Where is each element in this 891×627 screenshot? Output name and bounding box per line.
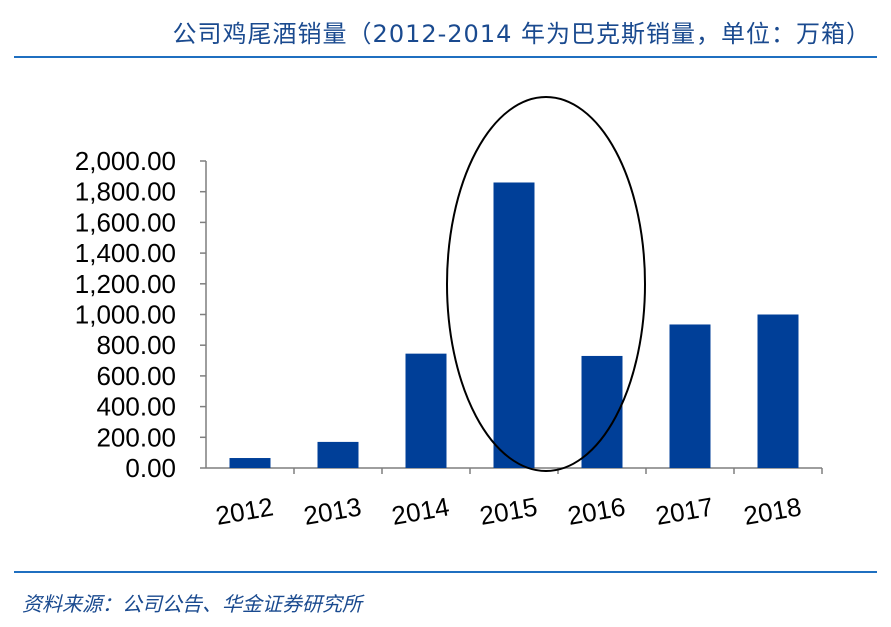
x-tick-label: 2012 [213, 491, 275, 531]
y-tick-label: 200.00 [96, 422, 176, 452]
x-tick-label: 2016 [565, 491, 627, 531]
y-tick-label: 2,000.00 [75, 146, 176, 176]
y-tick-label: 600.00 [96, 361, 176, 391]
highlight-ellipse [446, 96, 646, 472]
bottom-divider [14, 571, 877, 573]
bar-chart: 0.00200.00400.00600.00800.001,000.001,20… [75, 96, 823, 531]
bar-2012 [229, 458, 271, 468]
bar-2017 [669, 324, 711, 468]
source-note: 资料来源：公司公告、华金证券研究所 [22, 592, 362, 616]
bar-2018 [757, 314, 799, 468]
bar-2014 [405, 353, 447, 468]
y-tick-label: 800.00 [96, 330, 176, 360]
y-tick-label: 1,000.00 [75, 300, 176, 330]
y-tick-label: 1,400.00 [75, 238, 176, 268]
x-tick-label: 2014 [389, 491, 451, 531]
chart-title: 公司鸡尾酒销量（2012-2014 年为巴克斯销量，单位：万箱） [172, 20, 871, 48]
bar-2013 [317, 441, 359, 468]
y-tick-label: 400.00 [96, 392, 176, 422]
x-tick-label: 2013 [301, 491, 363, 531]
x-tick-label: 2018 [741, 491, 803, 531]
x-tick-label: 2017 [653, 491, 715, 531]
bar-2016 [581, 355, 623, 468]
x-tick-label: 2015 [477, 491, 539, 531]
y-tick-label: 0.00 [125, 453, 176, 483]
y-tick-label: 1,800.00 [75, 177, 176, 207]
bar-2015 [493, 182, 535, 469]
top-divider [14, 56, 877, 58]
y-tick-label: 1,600.00 [75, 207, 176, 237]
y-tick-label: 1,200.00 [75, 269, 176, 299]
